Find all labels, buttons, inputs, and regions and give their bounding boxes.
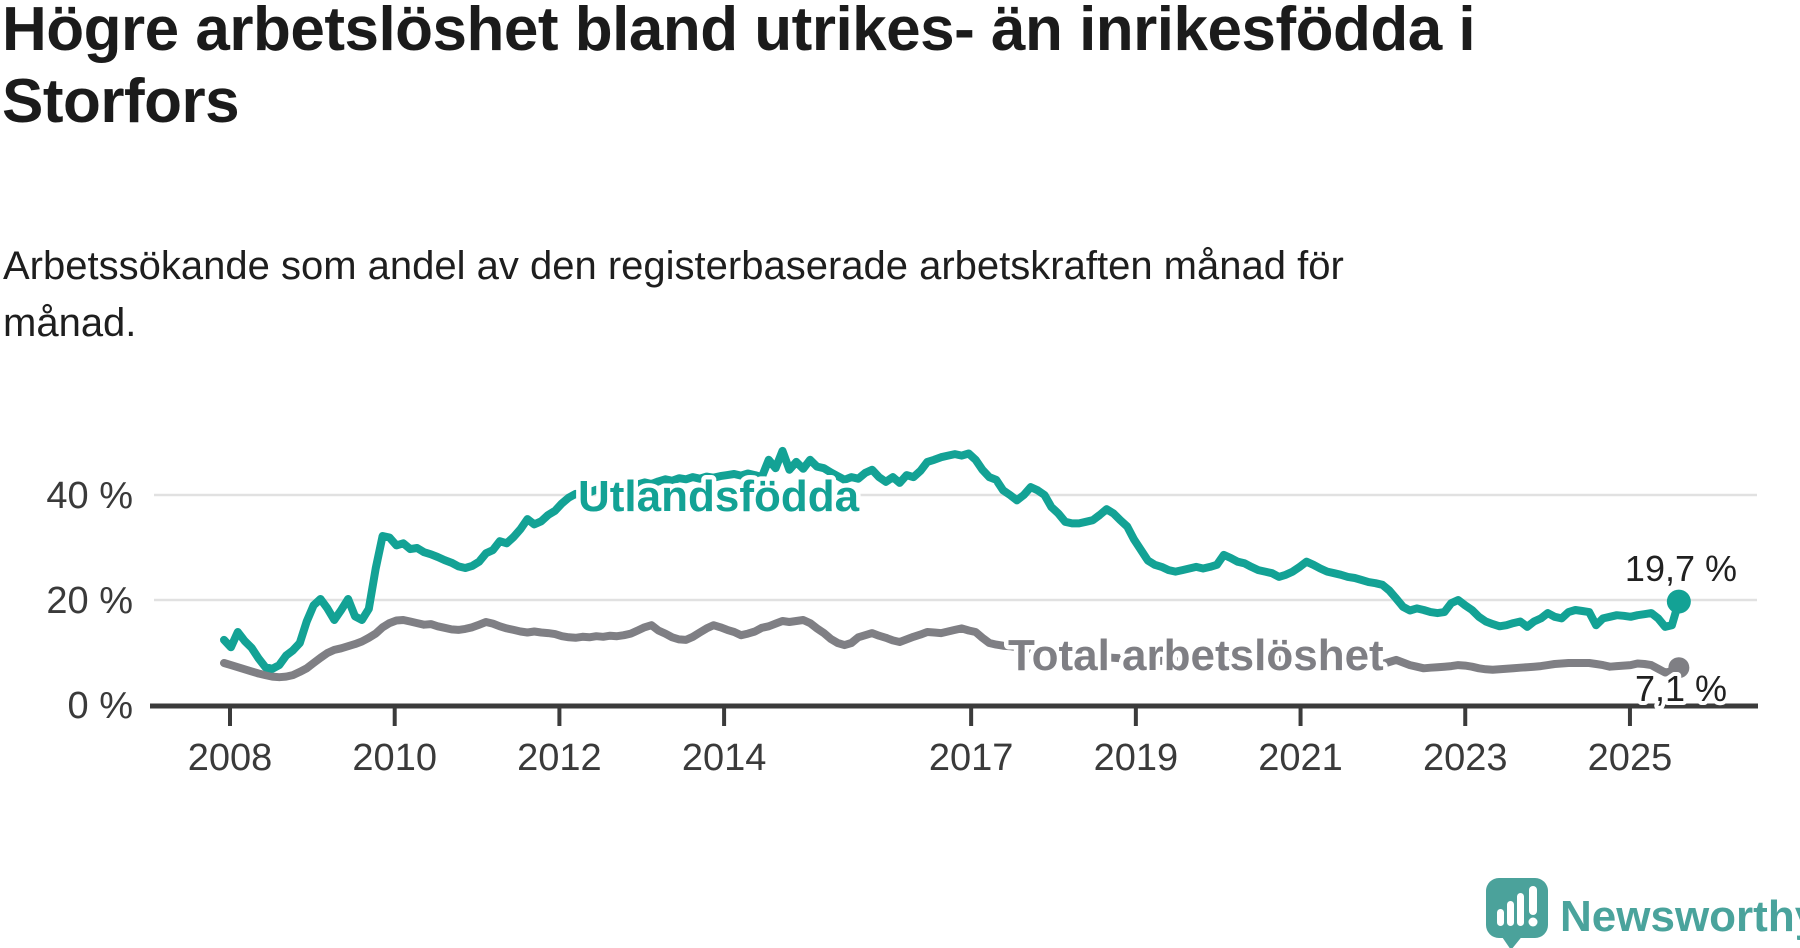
- chart-title: Högre arbetslöshet bland utrikes- än inr…: [2, 0, 1476, 136]
- series-line-total: [220, 616, 1683, 682]
- series-label-utlandsfodda: Utlandsfödda: [578, 472, 860, 521]
- x-axis-tick-label: 2014: [682, 737, 767, 779]
- series-labels: Utlandsfödda Total arbetslöshet: [574, 468, 1389, 685]
- end-dot-total: [1668, 657, 1690, 679]
- x-axis-labels: 2008 2010 2012 2014 2017 2019 2021 2023 2025: [188, 737, 1672, 779]
- x-axis-tick-label: 2012: [517, 737, 602, 779]
- end-value-label-utlandsfodda: 19,7 %: [1625, 548, 1737, 589]
- series-end-dots: [1666, 589, 1691, 679]
- end-value-labels: 19,7 % 7,1 %: [1621, 544, 1741, 713]
- x-axis-tick-label: 2019: [1094, 737, 1179, 779]
- gridlines: [154, 493, 1757, 602]
- end-value-label-total: 7,1 %: [1635, 668, 1727, 709]
- y-axis-labels: 0 % 20 % 40 %: [46, 475, 133, 727]
- newsworthy-logo[interactable]: Newsworthy: [1486, 878, 1800, 948]
- y-axis-tick-label: 40 %: [46, 475, 133, 517]
- newsworthy-logo-icon: [1486, 878, 1548, 948]
- x-axis: [150, 703, 1758, 726]
- chart-subtitle: Arbetssökande som andel av den registerb…: [3, 244, 1344, 345]
- y-axis-tick-label: 0 %: [68, 685, 133, 727]
- series-label-total: Total arbetslöshet: [1008, 631, 1384, 680]
- newsworthy-logo-text: Newsworthy: [1560, 892, 1800, 941]
- x-axis-tick-label: 2021: [1258, 737, 1343, 779]
- series-line-utlandsfodda: [220, 446, 1683, 673]
- x-axis-tick-label: 2023: [1423, 737, 1508, 779]
- x-axis-tick-label: 2008: [188, 737, 273, 779]
- x-axis-tick-label: 2010: [352, 737, 437, 779]
- x-axis-tick-label: 2025: [1588, 737, 1673, 779]
- series-lines: [220, 446, 1683, 682]
- end-dot-utlandsfodda: [1666, 589, 1691, 614]
- x-axis-tick-label: 2017: [929, 737, 1014, 779]
- y-axis-tick-label: 20 %: [46, 580, 133, 622]
